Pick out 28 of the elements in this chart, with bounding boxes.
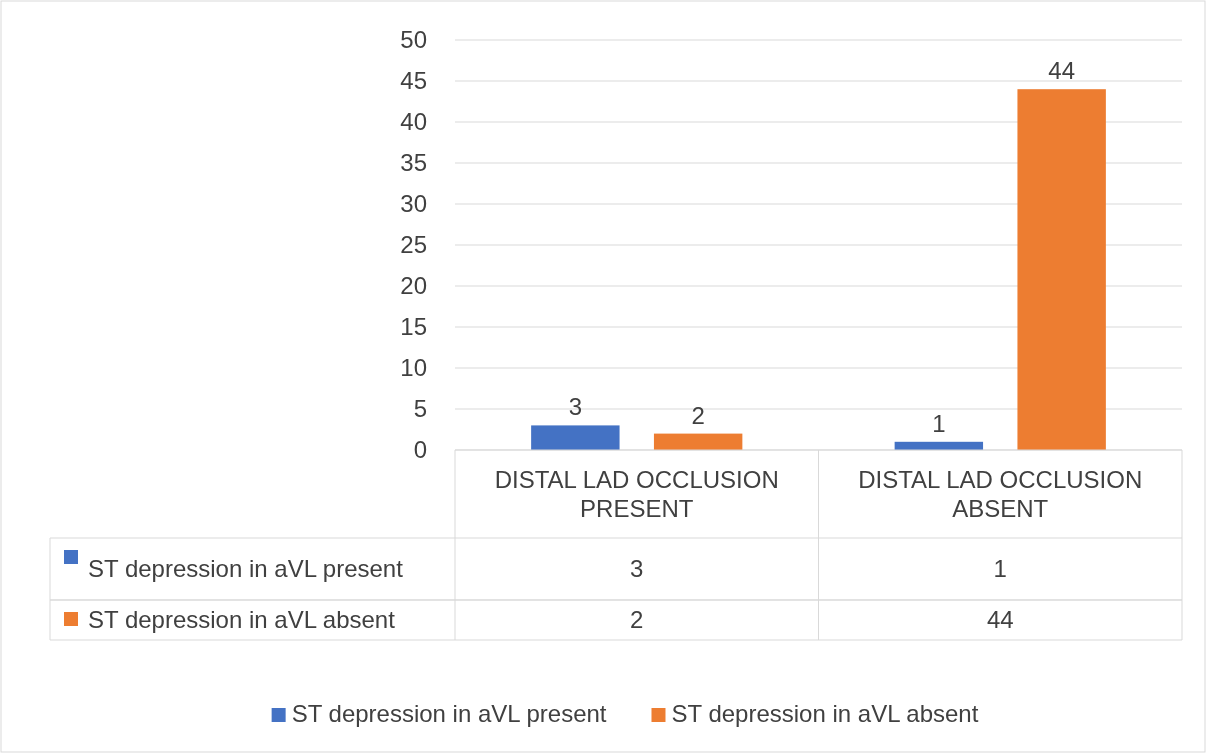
data-label: 1 — [993, 555, 1007, 583]
annotation: 3 — [568, 393, 583, 421]
text: ST depression in aVL present — [291, 700, 607, 727]
bar — [531, 425, 620, 450]
y-tick-label: 45 — [400, 67, 427, 95]
data-label: 3 — [630, 555, 644, 583]
y-tick-label: 0 — [413, 436, 427, 464]
bar — [653, 433, 743, 450]
data-label: 2 — [630, 606, 644, 634]
y-tick-label: 10 — [400, 354, 427, 382]
bar — [1017, 89, 1106, 450]
legend-label: ST depression in aVL absent — [671, 700, 979, 727]
annotation: 1 — [932, 409, 946, 437]
y-tick-label: 20 — [400, 272, 427, 300]
annotation: 2 — [691, 401, 705, 429]
data-label: 44 — [986, 606, 1014, 634]
y-tick-label: 15 — [400, 313, 427, 341]
y-tick-label: 25 — [400, 231, 427, 259]
annotation: 44 — [1048, 57, 1075, 85]
y-tick-label: 35 — [400, 149, 427, 177]
x-tick-label: DISTAL LAD OCCLUSION PRESENT — [494, 466, 779, 522]
y-tick-label: 50 — [400, 26, 427, 54]
y-tick-label: 40 — [400, 108, 427, 136]
y-tick-label: 5 — [413, 395, 427, 423]
y-tick-label: 30 — [400, 190, 427, 218]
legend-label: ST depression in aVL present — [88, 555, 404, 583]
text: ST depression in aVL absent — [88, 606, 395, 634]
x-tick-label: DISTAL LAD OCCLUSION ABSENT — [858, 466, 1143, 522]
